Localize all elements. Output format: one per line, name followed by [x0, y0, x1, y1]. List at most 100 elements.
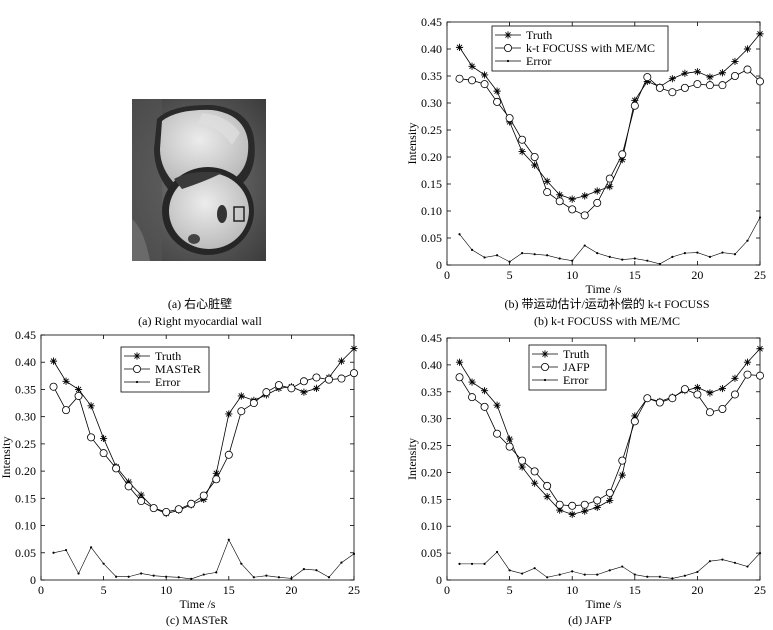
data-point [721, 558, 724, 561]
data-point [743, 370, 752, 379]
data-point [581, 507, 589, 515]
data-point [265, 574, 268, 577]
data-point [521, 572, 524, 575]
data-point [621, 565, 624, 568]
x-tick-label: 15 [223, 583, 235, 597]
y-tick-label: 0.15 [15, 491, 36, 505]
data-point [252, 576, 255, 579]
data-point [693, 68, 701, 76]
y-tick-label: 0.30 [15, 410, 36, 424]
data-point [706, 73, 714, 81]
caption-b-zh: (b) 带运动估计/运动补偿的 k-t FOCUSS [504, 297, 710, 311]
data-point [99, 449, 108, 458]
data-point [115, 575, 118, 578]
data-point [505, 442, 514, 451]
data-point [495, 550, 499, 554]
data-point [455, 74, 464, 83]
y-tick-label: 0 [436, 573, 442, 587]
data-point [340, 561, 343, 564]
data-point [605, 488, 614, 497]
data-point [758, 552, 762, 555]
data-point [177, 576, 180, 579]
data-point [593, 187, 601, 195]
data-point [49, 382, 58, 391]
data-point [62, 377, 70, 385]
data-point [112, 464, 121, 473]
data-point [718, 384, 727, 393]
data-point [558, 573, 561, 576]
data-point [87, 402, 95, 410]
data-point [137, 497, 146, 506]
legend-marker [541, 362, 550, 371]
data-point [618, 156, 626, 164]
data-point [621, 258, 624, 261]
x-tick-label: 25 [754, 268, 766, 282]
x-tick-label: 0 [444, 268, 450, 282]
legend-marker [506, 59, 510, 63]
data-point [518, 148, 526, 156]
data-point [731, 374, 739, 382]
legend-label: Error [563, 373, 588, 387]
legend-marker [541, 350, 549, 358]
data-point [531, 161, 539, 169]
plot-area-frame [446, 337, 761, 581]
x-tick-label: 10 [566, 268, 578, 282]
data-point [631, 96, 639, 104]
data-point [756, 77, 765, 86]
data-point [312, 384, 321, 392]
data-point [287, 384, 296, 393]
y-tick-label: 0.25 [15, 437, 36, 451]
y-tick-label: 0.10 [421, 519, 442, 533]
caption-c-en: (c) MASTeR [165, 613, 229, 627]
data-point [470, 562, 474, 565]
data-point [618, 456, 627, 465]
data-point [518, 463, 526, 471]
data-point [581, 192, 589, 200]
y-tick-label: 0.40 [421, 358, 442, 372]
data-point [277, 576, 280, 579]
data-point [543, 493, 551, 501]
data-point [533, 567, 536, 570]
data-point [580, 500, 589, 509]
data-point [215, 571, 218, 574]
data-point [593, 496, 602, 505]
data-point [543, 188, 552, 197]
y-axis-label: Intensity [0, 437, 13, 479]
legend-marker [504, 31, 512, 39]
data-point [646, 575, 649, 578]
data-point [102, 562, 105, 565]
data-point [668, 75, 676, 83]
data-point [199, 491, 208, 500]
legend-marker [503, 44, 512, 53]
data-point [593, 503, 601, 511]
y-tick-label: 0.45 [15, 328, 36, 342]
data-point [655, 83, 664, 92]
y-tick-label: 0.05 [15, 546, 36, 560]
x-tick-label: 15 [629, 268, 641, 282]
data-point [555, 197, 564, 206]
data-point [571, 259, 574, 262]
data-point [237, 392, 245, 400]
data-point [556, 191, 564, 199]
data-point [495, 254, 499, 257]
data-point [630, 101, 639, 110]
data-point [327, 576, 331, 579]
y-tick-label: 0.05 [421, 546, 442, 560]
legend-label: Truth [526, 28, 552, 42]
data-point [543, 481, 552, 490]
data-point [302, 568, 306, 571]
plot-area-frame [446, 21, 761, 266]
data-point [708, 255, 712, 258]
data-point [152, 574, 155, 577]
data-point [583, 573, 586, 576]
y-tick-label: 0.35 [15, 382, 36, 396]
x-axis-label: Time /s [180, 597, 216, 611]
x-tick-label: 15 [629, 583, 641, 597]
data-point [468, 76, 477, 85]
data-point [518, 456, 527, 465]
legend-box [528, 344, 607, 391]
data-point [556, 506, 564, 514]
y-tick-label: 0.05 [421, 231, 442, 245]
data-point [681, 69, 689, 77]
data-point [137, 491, 145, 499]
